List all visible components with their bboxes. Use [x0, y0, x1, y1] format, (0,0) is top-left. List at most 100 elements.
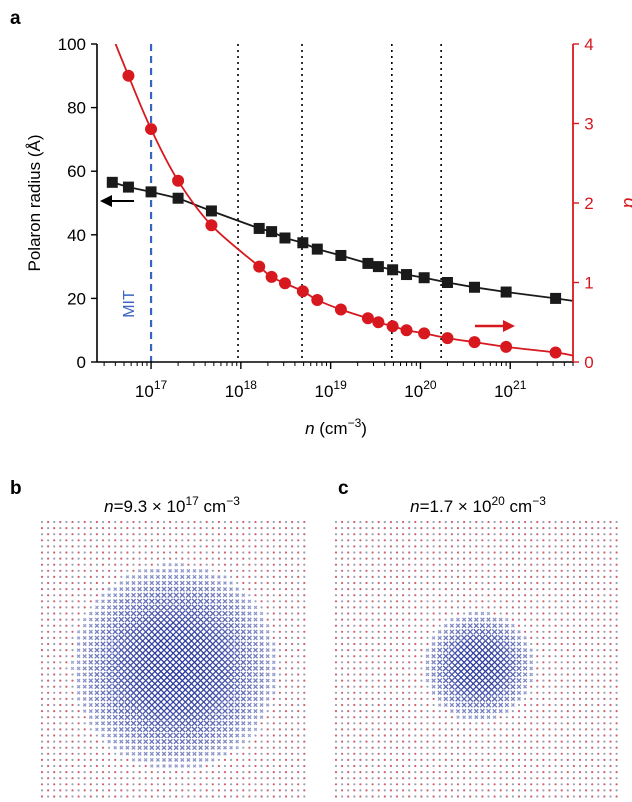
lattice-site: [160, 720, 168, 727]
lattice-site: [341, 758, 344, 762]
lattice-site: [585, 667, 588, 670]
lattice-site: [291, 685, 294, 688]
lattice-site: [53, 527, 56, 530]
lattice-site: [180, 574, 185, 580]
lattice-site: [89, 581, 92, 585]
lattice-site: [101, 771, 105, 774]
lattice-site: [585, 636, 588, 640]
lattice-site: [166, 682, 174, 691]
lattice-site: [578, 624, 582, 627]
lattice-site: [591, 710, 594, 713]
lattice-site: [59, 600, 62, 603]
lattice-site: [408, 606, 411, 609]
lattice-site: [456, 539, 460, 542]
lattice-site: [173, 738, 179, 745]
lattice-site: [40, 679, 44, 682]
lattice-site: [479, 695, 486, 703]
lattice-site: [503, 646, 510, 654]
lattice-site: [450, 728, 453, 731]
lattice-site: [566, 569, 569, 572]
lattice-site: [486, 617, 491, 622]
lattice-site: [137, 592, 143, 598]
lattice-site: [341, 795, 344, 798]
lattice-site: [615, 539, 618, 542]
lattice-site: [511, 533, 514, 536]
lattice-site: [408, 581, 411, 585]
lattice-site: [169, 771, 172, 774]
lattice-site: [82, 672, 87, 677]
lattice-site: [597, 758, 600, 762]
lattice-site: [478, 670, 487, 679]
lattice-site: [53, 764, 56, 768]
lattice-site: [209, 720, 216, 727]
lattice-site: [530, 710, 533, 713]
lattice-site: [89, 721, 93, 726]
lattice-site: [493, 722, 496, 725]
lattice-site: [359, 710, 362, 713]
lattice-site: [554, 551, 557, 554]
lattice-site: [235, 745, 239, 750]
lattice-site: [359, 691, 362, 694]
lattice-site: [420, 777, 423, 780]
lattice-site: [591, 746, 594, 749]
lattice-site: [359, 545, 362, 548]
lattice-site: [94, 690, 100, 696]
lattice-site: [603, 697, 606, 701]
lattice-site: [505, 777, 508, 780]
lattice-site: [414, 697, 417, 701]
lattice-site: [359, 612, 362, 615]
lattice-site: [597, 642, 600, 646]
lattice-site: [509, 665, 516, 672]
lattice-site: [242, 527, 245, 530]
lattice-site: [420, 679, 423, 682]
lattice-site: [516, 641, 522, 647]
lattice-site: [524, 539, 527, 542]
lattice-site: [40, 795, 44, 798]
lattice-site: [241, 727, 246, 732]
lattice-site: [216, 739, 222, 744]
lattice-site: [209, 622, 217, 629]
lattice-site: [353, 539, 356, 542]
lattice-site: [216, 733, 222, 738]
lattice-site: [554, 600, 557, 603]
lattice-site: [272, 636, 275, 640]
lattice-site: [572, 795, 576, 798]
lattice-site: [334, 771, 338, 774]
lattice-site: [47, 539, 50, 542]
lattice-site: [100, 623, 106, 629]
lattice-site: [284, 752, 288, 755]
lattice-site: [100, 702, 106, 708]
lattice-site: [560, 752, 563, 755]
lattice-site: [252, 653, 259, 659]
lattice-site: [71, 783, 74, 786]
lattice-site: [265, 660, 270, 665]
lattice-site: [603, 691, 606, 694]
lattice-site: [136, 726, 143, 733]
lattice-site: [291, 734, 294, 737]
lattice-site: [503, 683, 510, 690]
lattice-site: [426, 520, 429, 524]
lattice-site: [47, 636, 50, 640]
lattice-site: [497, 671, 505, 678]
lattice-site: [414, 679, 417, 682]
lattice-site: [517, 710, 521, 713]
lattice-site: [347, 563, 350, 566]
lattice-site: [493, 520, 496, 524]
lattice-site: [260, 563, 263, 566]
lattice-site: [118, 616, 125, 623]
lattice-site: [59, 649, 62, 652]
lattice-site: [609, 697, 612, 701]
lattice-site: [566, 612, 569, 615]
lattice-site: [578, 612, 582, 615]
lattice-site: [414, 533, 417, 536]
lattice-site: [124, 616, 131, 623]
lattice-site: [186, 580, 191, 586]
lattice-site: [156, 533, 159, 536]
lattice-site: [347, 655, 350, 658]
lattice-site: [505, 771, 508, 774]
lattice-site: [597, 575, 600, 579]
lattice-site: [138, 771, 141, 774]
lattice-site: [603, 527, 606, 530]
lattice-site: [414, 703, 417, 707]
lattice-site: [420, 594, 423, 597]
